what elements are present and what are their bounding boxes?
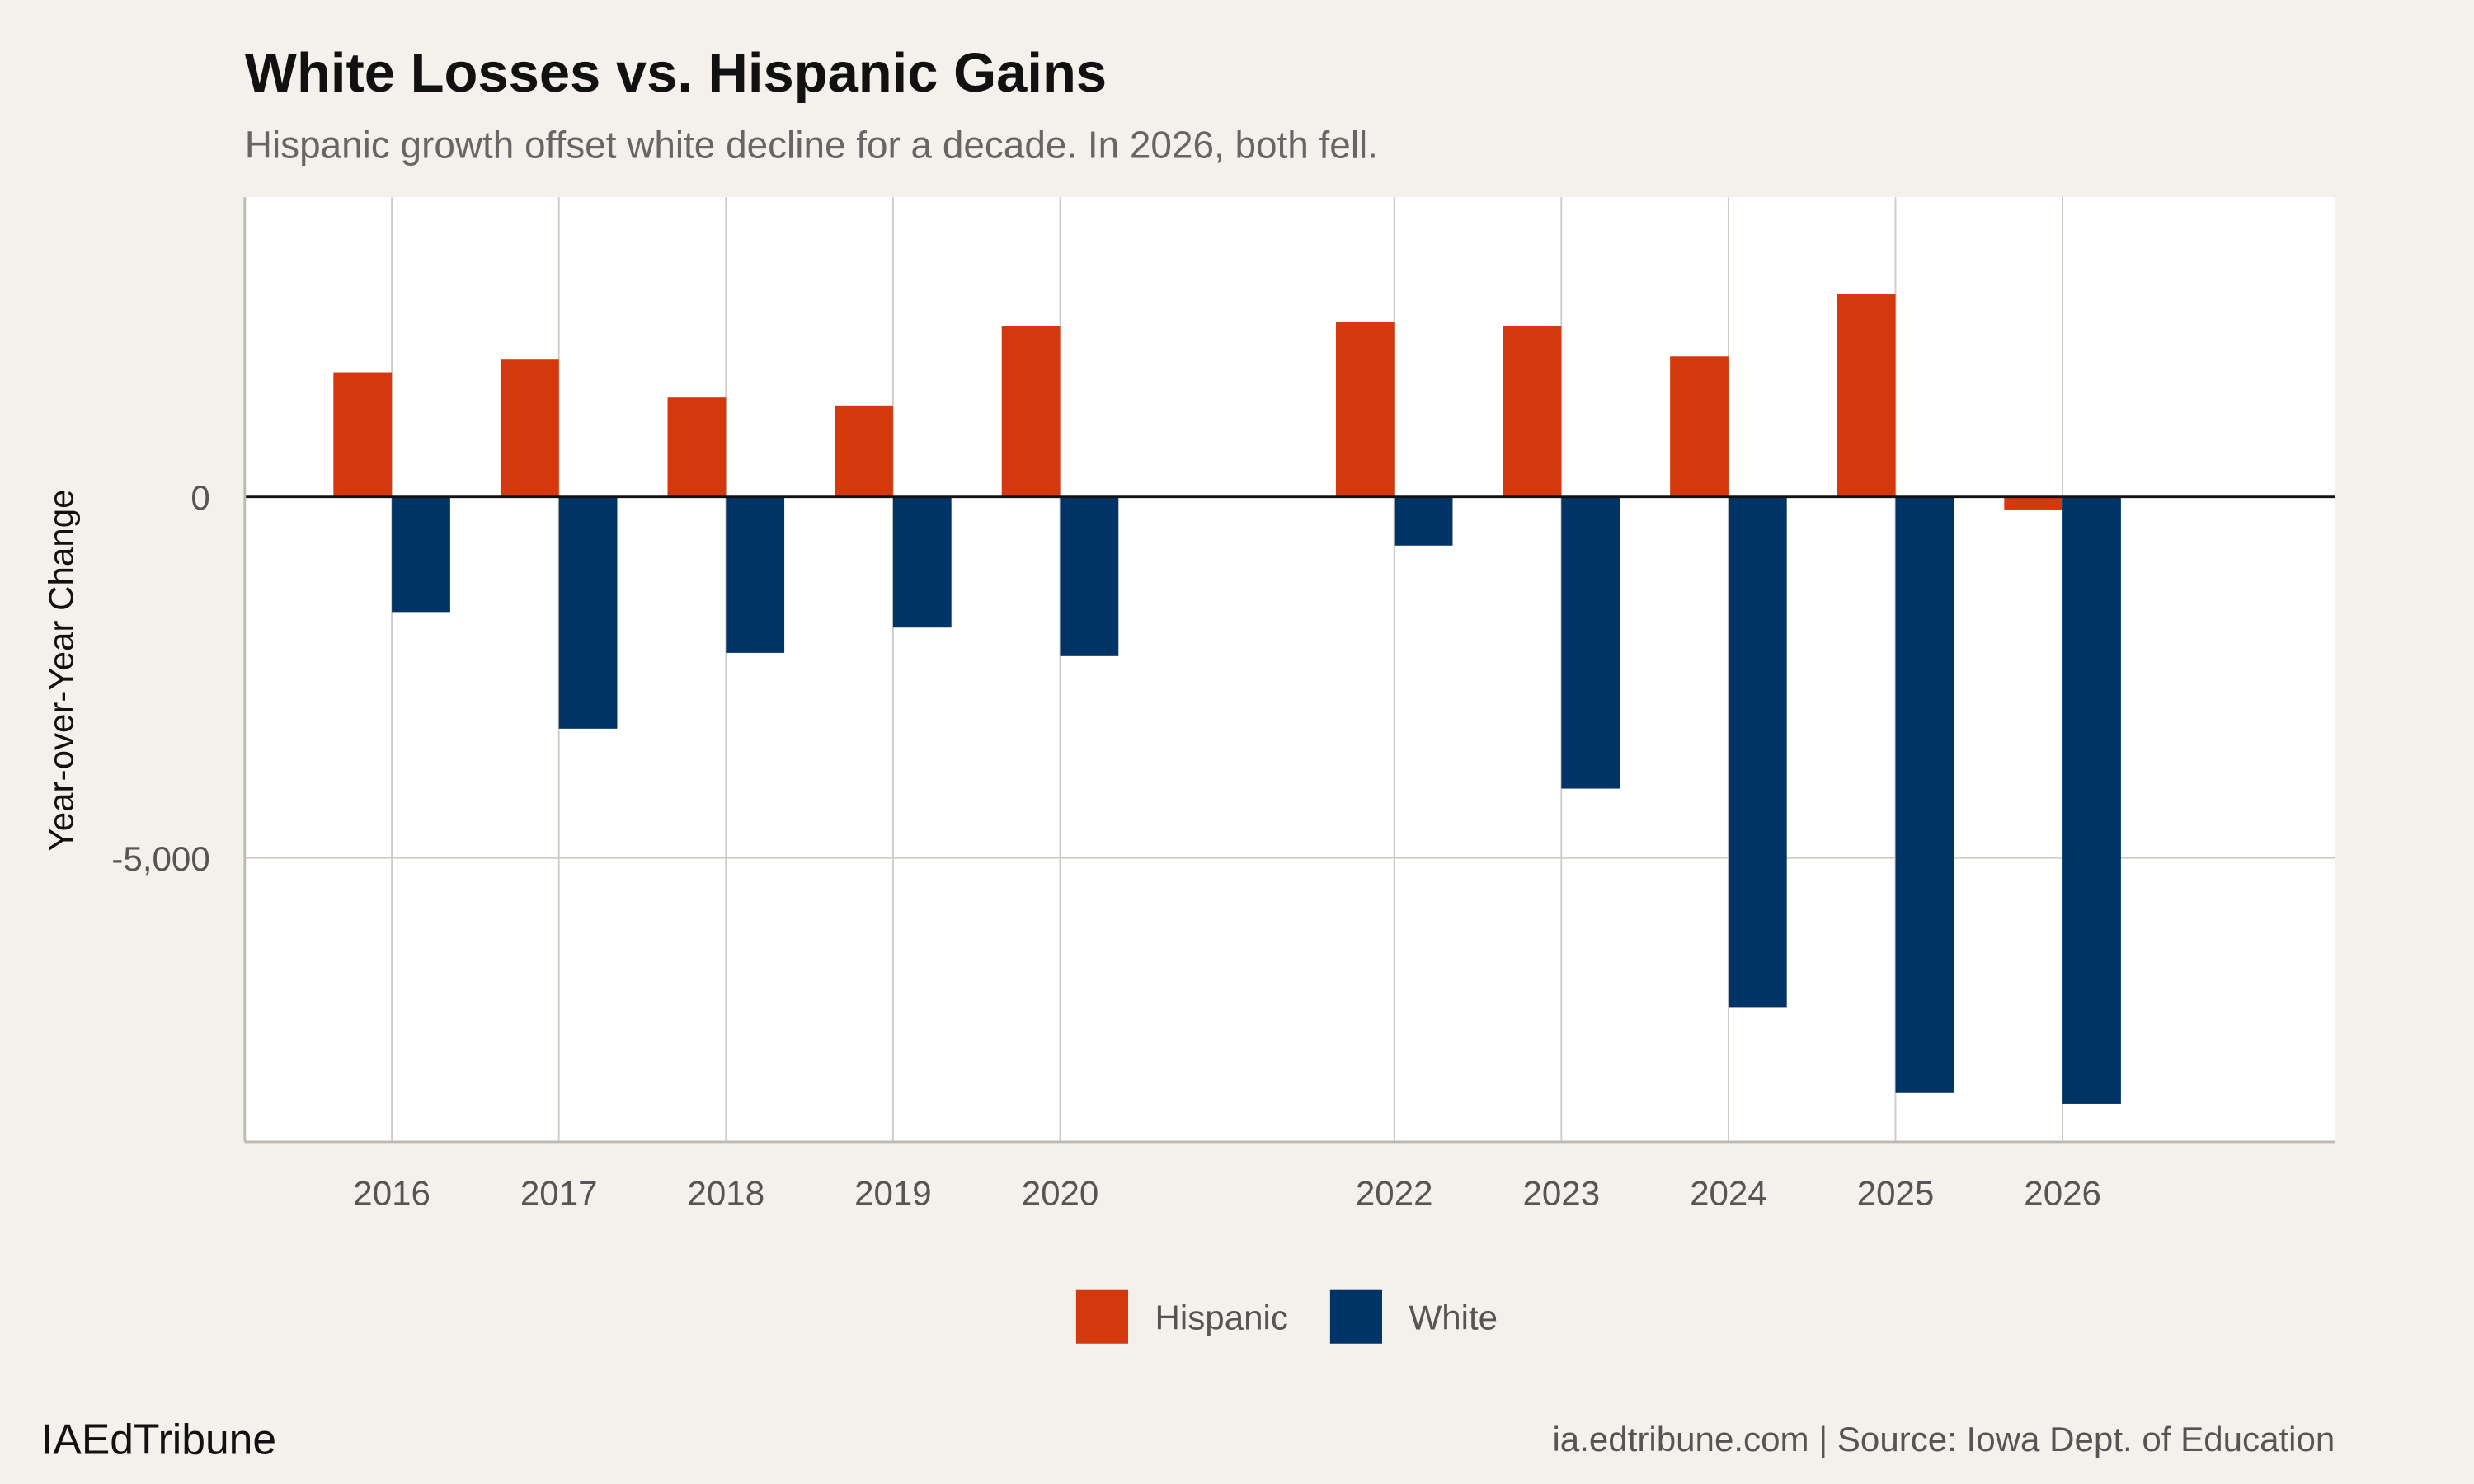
legend-swatch-hispanic xyxy=(1075,1289,1129,1344)
legend-label-white: White xyxy=(1409,1298,1498,1337)
bar-white-2017 xyxy=(558,496,618,729)
bar-white-2022 xyxy=(1394,496,1453,546)
bar-hispanic-2019 xyxy=(835,405,893,497)
bar-hispanic-2025 xyxy=(1837,294,1896,497)
x-tick-label: 2026 xyxy=(2024,1173,2101,1212)
x-tick-label: 2022 xyxy=(1356,1173,1433,1212)
x-tick-label: 2023 xyxy=(1523,1173,1601,1212)
bar-hispanic-2020 xyxy=(1001,326,1061,497)
bar-white-2020 xyxy=(1060,496,1119,656)
bar-hispanic-2026 xyxy=(2004,496,2063,510)
bar-white-2024 xyxy=(1728,496,1787,1008)
bar-hispanic-2023 xyxy=(1503,326,1562,497)
chart-title: White Losses vs. Hispanic Gains xyxy=(245,42,1107,104)
legend: Hispanic White xyxy=(1075,1289,1498,1344)
x-tick-label: 2025 xyxy=(1857,1173,1935,1212)
legend-label-hispanic: Hispanic xyxy=(1155,1298,1288,1337)
bar-white-2026 xyxy=(2062,496,2121,1104)
y-tick-label: -5,000 xyxy=(111,839,209,878)
x-tick-label: 2024 xyxy=(1690,1173,1767,1212)
y-tick-label: 0 xyxy=(190,478,209,517)
legend-swatch-white xyxy=(1329,1289,1382,1344)
x-tick-label: 2020 xyxy=(1022,1173,1099,1212)
source-label: ia.edtribune.com | Source: Iowa Dept. of… xyxy=(1552,1420,2335,1458)
bar-hispanic-2022 xyxy=(1335,322,1395,497)
bar-hispanic-2018 xyxy=(667,397,727,497)
y-axis-label: Year-over-Year Change xyxy=(41,489,80,851)
x-tick-label: 2018 xyxy=(687,1173,764,1212)
bar-white-2018 xyxy=(726,496,785,653)
bar-hispanic-2024 xyxy=(1670,356,1729,497)
bar-white-2023 xyxy=(1561,496,1620,789)
x-tick-label: 2019 xyxy=(854,1173,932,1212)
bar-white-2025 xyxy=(1895,496,1954,1093)
bar-white-2019 xyxy=(892,496,952,628)
chart-subtitle: Hispanic growth offset white decline for… xyxy=(245,123,1378,166)
bar-white-2016 xyxy=(392,496,450,613)
brand-label: IAEdTribune xyxy=(41,1416,276,1463)
bar-hispanic-2017 xyxy=(500,359,559,497)
x-tick-label: 2017 xyxy=(520,1173,598,1212)
bar-hispanic-2016 xyxy=(333,372,393,497)
x-tick-label: 2016 xyxy=(353,1173,430,1212)
